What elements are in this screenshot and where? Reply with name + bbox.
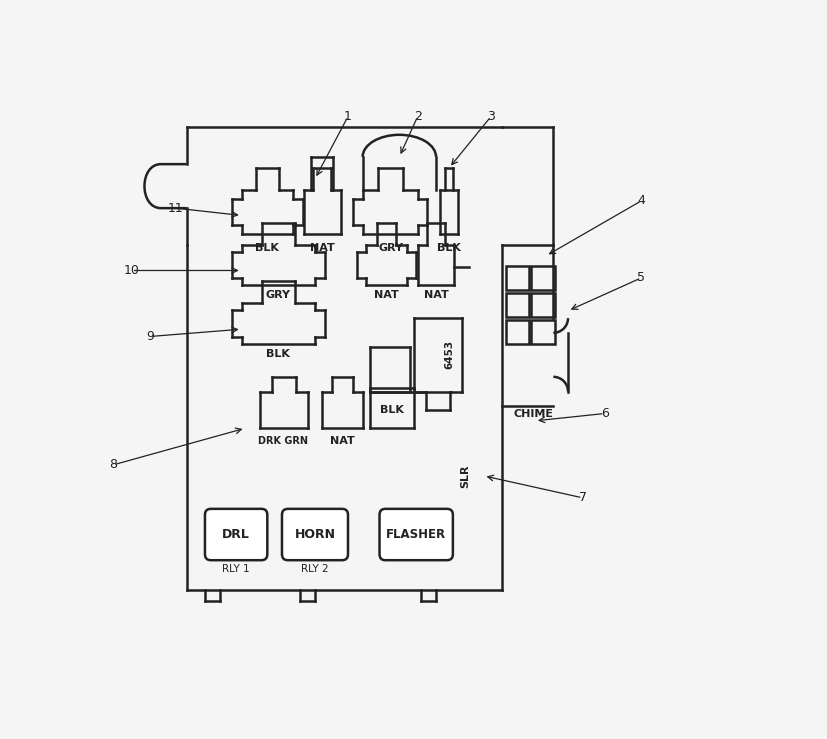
Text: DRK GRN: DRK GRN xyxy=(258,435,308,446)
Text: RLY 1: RLY 1 xyxy=(222,564,249,574)
Text: NAT: NAT xyxy=(373,290,398,300)
Text: BLK: BLK xyxy=(266,349,290,359)
Text: FLASHER: FLASHER xyxy=(385,528,446,541)
Text: 6: 6 xyxy=(600,407,608,420)
FancyBboxPatch shape xyxy=(379,509,452,560)
Text: 2: 2 xyxy=(414,110,421,123)
Text: 10: 10 xyxy=(123,264,140,277)
Text: 5: 5 xyxy=(637,271,644,285)
Text: HORN: HORN xyxy=(294,528,335,541)
Text: GRY: GRY xyxy=(265,290,290,300)
Bar xyxy=(531,321,554,344)
Bar xyxy=(531,266,554,290)
Text: 9: 9 xyxy=(146,330,154,343)
Text: 1: 1 xyxy=(344,110,351,123)
FancyBboxPatch shape xyxy=(205,509,267,560)
Text: 3: 3 xyxy=(486,110,495,123)
Bar xyxy=(505,321,528,344)
Text: 7: 7 xyxy=(578,491,586,504)
Text: SLR: SLR xyxy=(460,464,470,488)
Text: NAT: NAT xyxy=(309,242,334,253)
Text: 4: 4 xyxy=(637,194,644,208)
Text: 8: 8 xyxy=(109,458,117,471)
Bar xyxy=(505,293,528,317)
Text: BLK: BLK xyxy=(380,405,404,415)
Text: 11: 11 xyxy=(168,202,184,214)
Text: BLK: BLK xyxy=(437,242,461,253)
Text: BLK: BLK xyxy=(255,242,279,253)
Text: NAT: NAT xyxy=(330,435,355,446)
Bar xyxy=(505,266,528,290)
Text: 6453: 6453 xyxy=(443,340,454,370)
Text: CHIME: CHIME xyxy=(513,409,553,418)
Text: DRL: DRL xyxy=(222,528,250,541)
FancyBboxPatch shape xyxy=(282,509,347,560)
Text: NAT: NAT xyxy=(423,290,448,300)
Text: GRY: GRY xyxy=(378,242,403,253)
Bar xyxy=(531,293,554,317)
Text: RLY 2: RLY 2 xyxy=(301,564,328,574)
